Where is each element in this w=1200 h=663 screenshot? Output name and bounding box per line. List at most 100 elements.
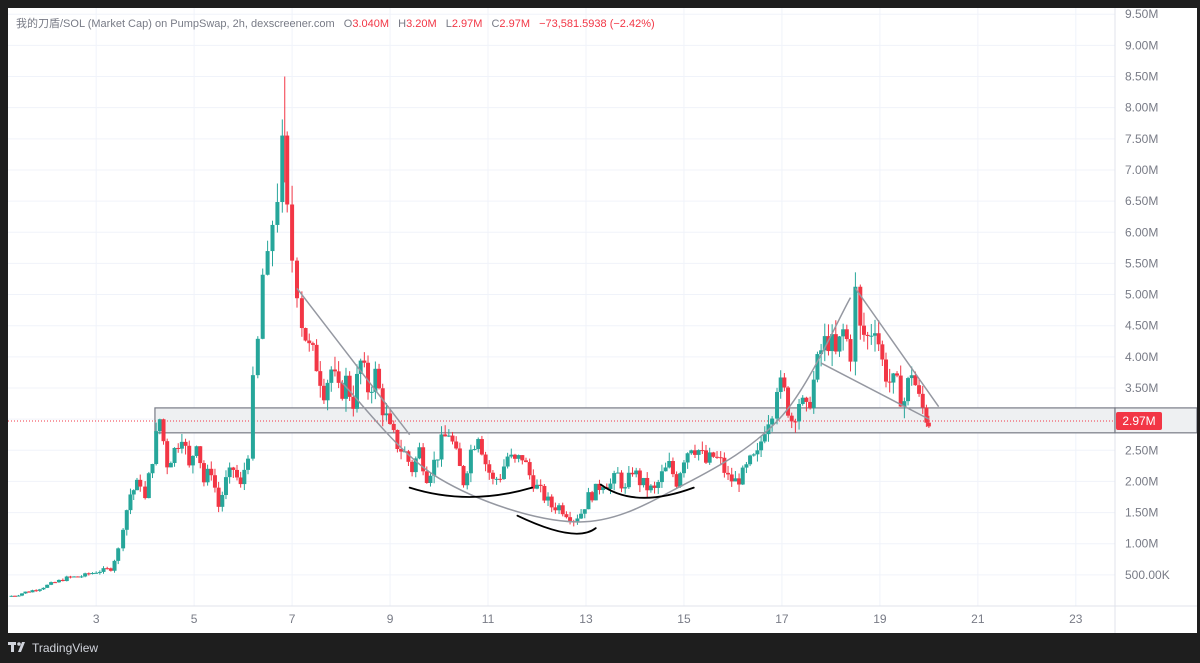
candle-body [924,407,929,423]
x-tick-label: 13 [579,612,593,626]
candle-body [880,344,885,360]
candle-body [789,415,794,422]
candle-body [700,450,705,452]
x-tick-label: 21 [971,612,985,626]
candle-body [238,477,243,485]
candle-body [782,377,787,388]
y-tick-label: 3.50M [1125,381,1158,395]
candle-body [483,454,488,465]
price-axis[interactable]: 9.50M 9.00M 8.50M 8.00M 7.50M 7.00M 6.50M 6.00M… [1125,8,1170,582]
candle-body [373,368,378,392]
candle-body [549,496,554,508]
candle-body [546,496,551,501]
candle-body [597,483,602,491]
candle-body [748,455,753,465]
candle-body [161,419,166,442]
hand-drawn-arc [599,483,695,499]
candle-body [23,591,28,594]
hand-drawn-arc [408,486,534,498]
y-tick-label: 6.50M [1125,194,1158,208]
low-value: 2.97M [451,18,483,30]
candle-body [154,431,159,465]
y-tick-label: 9.00M [1125,38,1158,52]
candle-body [391,423,396,430]
candle-body [138,479,143,487]
y-tick-label: 6.00M [1125,225,1158,239]
y-tick-label: 1.00M [1125,537,1158,551]
chart-frame: 9.50M 9.00M 8.50M 8.00M 7.50M 7.00M 6.50M 6.00M… [8,8,1197,633]
candle-body [260,274,265,339]
y-tick-label: 7.50M [1125,132,1158,146]
candle-body [34,590,39,592]
y-tick-label: 4.50M [1125,319,1158,333]
y-tick-label: 500.00K [1125,568,1170,582]
candle-body [187,445,192,466]
time-axis[interactable]: 3 5 7 9 11 13 15 17 19 21 23 [93,612,1083,626]
close-value: 2.97M [499,18,530,30]
candle-body [150,464,155,474]
candle-body [12,595,17,597]
candle-body [86,573,91,575]
candle-body [685,453,690,463]
candle-body [615,472,620,474]
candle-body [220,495,225,507]
candle-body [377,368,382,389]
candle-body [310,343,315,345]
y-tick-label: 2.50M [1125,443,1158,457]
candle-body [428,475,433,483]
candle-body [681,462,686,474]
candle-body [347,375,352,397]
candle-body [216,487,221,507]
candle-body [332,369,337,372]
candle-body [841,329,846,337]
candle-body [234,469,239,478]
candle-body [246,458,251,470]
candle-body [876,333,881,345]
x-tick-label: 17 [775,612,789,626]
candle-body [786,387,791,416]
candle-body [165,441,170,468]
candle-body [715,456,720,458]
y-tick-label: 8.50M [1125,70,1158,84]
candle-body [630,472,635,475]
candle-body [778,377,783,392]
candle-body [909,375,914,379]
candle-body [553,507,558,511]
candle-body [183,441,188,446]
candle-body [101,568,106,572]
candle-body [837,336,842,352]
candle-body [329,369,334,383]
candle-body [711,452,716,457]
candle-body [887,381,892,383]
candle-body [733,478,738,482]
candle-body [146,473,151,499]
candle-body [895,373,900,376]
candle-body [53,582,58,584]
candle-body [775,391,780,419]
candle-body [652,485,657,488]
candle-body [623,487,628,489]
candle-body [902,401,907,407]
candle-body [501,466,506,480]
x-tick-label: 11 [482,612,495,626]
price-chart[interactable]: 9.50M 9.00M 8.50M 8.00M 7.50M 7.00M 6.50M 6.00M… [8,8,1197,633]
candle-body [30,590,35,593]
candle-body [872,333,877,336]
candle-body [797,403,802,422]
candle-body [848,339,853,362]
symbol-title: 我的刀盾/SOL (Market Cap) on PumpSwap, 2h, d… [16,18,335,30]
candle-body [707,452,712,463]
footer[interactable]: TradingView [8,640,98,656]
candle-body [285,135,290,205]
candle-body [822,336,827,351]
candle-body [568,517,573,522]
last-price-badge: 2.97M [1116,411,1162,430]
candle-body [579,513,584,519]
candle-body [826,336,831,352]
trendline [820,362,930,420]
candle-body [692,450,697,455]
candle-body [72,576,77,578]
candle-body [94,572,99,574]
y-tick-label: 9.50M [1125,8,1158,21]
candle-body [575,518,580,522]
